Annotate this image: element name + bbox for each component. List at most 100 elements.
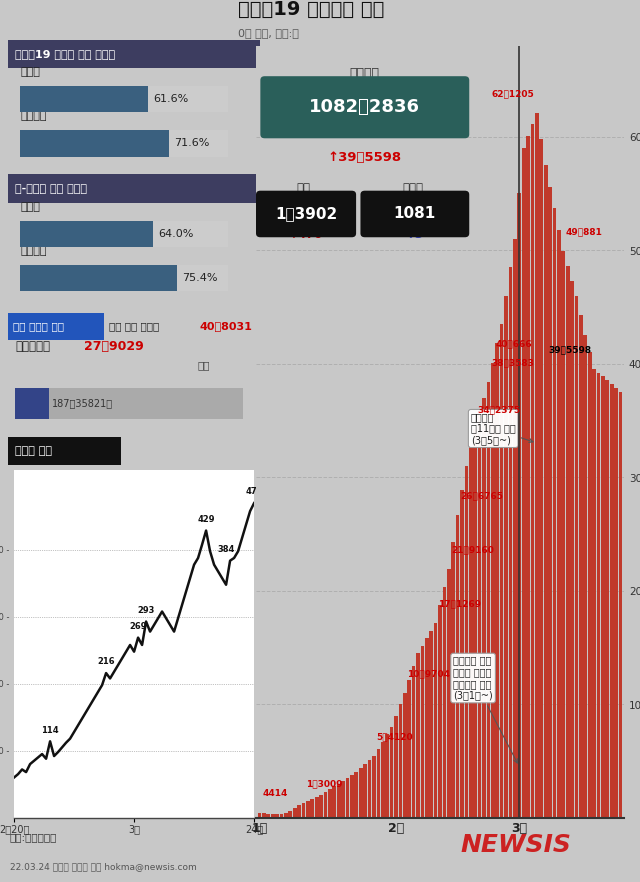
Text: 방역패스 중단
확진자 동거인
수동감시 전환
(3월1일~): 방역패스 중단 확진자 동거인 수동감시 전환 (3월1일~) — [453, 655, 517, 763]
Bar — [517, 193, 521, 818]
Bar — [341, 781, 345, 818]
Bar — [548, 187, 552, 818]
Text: 신규 재택 치료자: 신규 재택 치료자 — [109, 321, 159, 332]
Text: 10만9704: 10만9704 — [408, 669, 451, 678]
Bar — [266, 813, 270, 818]
Bar — [477, 414, 481, 818]
Text: 4414: 4414 — [262, 789, 287, 798]
Bar — [469, 447, 473, 818]
Text: 40만8031: 40만8031 — [200, 321, 253, 332]
FancyBboxPatch shape — [20, 86, 148, 113]
Text: 사망자 추이: 사망자 추이 — [15, 446, 52, 456]
Bar — [425, 639, 429, 818]
Bar — [596, 372, 600, 818]
Bar — [368, 760, 371, 818]
FancyBboxPatch shape — [15, 388, 49, 419]
Bar — [566, 266, 570, 818]
Bar — [399, 705, 403, 818]
Bar — [346, 778, 349, 818]
FancyBboxPatch shape — [8, 437, 122, 466]
Bar — [544, 165, 547, 818]
FancyBboxPatch shape — [20, 130, 169, 157]
FancyBboxPatch shape — [8, 175, 260, 203]
Bar — [500, 324, 504, 818]
Bar — [526, 136, 530, 818]
Text: 470: 470 — [245, 488, 263, 497]
Bar — [350, 775, 354, 818]
Text: 114: 114 — [41, 726, 59, 735]
FancyBboxPatch shape — [260, 76, 469, 138]
Bar — [552, 208, 556, 818]
Bar — [328, 789, 332, 818]
Text: 71.6%: 71.6% — [174, 138, 209, 148]
Text: 22.03.24 안지혜 그래픽 기자 hokma@newsis.com: 22.03.24 안지혜 그래픽 기자 hokma@newsis.com — [10, 863, 196, 871]
Bar — [522, 148, 525, 818]
Bar — [460, 490, 464, 818]
Bar — [491, 363, 495, 818]
Text: 64.0%: 64.0% — [158, 228, 193, 239]
FancyBboxPatch shape — [20, 86, 228, 113]
Bar — [447, 569, 451, 818]
Text: 216: 216 — [97, 657, 115, 667]
Text: ↑470: ↑470 — [289, 228, 323, 241]
Bar — [319, 795, 323, 818]
Text: 준-중환자 병상 가동률: 준-중환자 병상 가동률 — [15, 183, 87, 193]
Bar — [337, 783, 340, 818]
Text: 38만3583: 38만3583 — [491, 358, 534, 368]
Bar — [359, 768, 363, 818]
FancyBboxPatch shape — [15, 388, 243, 419]
Bar — [403, 693, 406, 818]
FancyBboxPatch shape — [20, 265, 177, 291]
FancyBboxPatch shape — [360, 191, 469, 237]
Text: 비수도권: 비수도권 — [20, 111, 47, 122]
Bar — [297, 805, 301, 818]
Bar — [310, 799, 314, 818]
Text: 384: 384 — [218, 545, 235, 554]
Text: 187만35821명: 187만35821명 — [52, 399, 113, 408]
Bar — [531, 124, 534, 818]
Bar — [605, 380, 609, 818]
Bar — [579, 316, 583, 818]
Bar — [535, 113, 539, 818]
Text: 75.4%: 75.4% — [182, 273, 217, 283]
Text: 293: 293 — [138, 606, 155, 615]
Bar — [262, 813, 266, 818]
Text: 17만1269: 17만1269 — [438, 600, 481, 609]
Text: 사망: 사망 — [297, 183, 311, 195]
Bar — [407, 680, 411, 818]
Bar — [301, 803, 305, 818]
Bar — [284, 813, 288, 818]
Text: 26만6765: 26만6765 — [460, 491, 503, 500]
Bar — [429, 631, 433, 818]
Bar — [557, 230, 561, 818]
Bar — [509, 267, 512, 818]
Text: 1만3902: 1만3902 — [275, 206, 337, 221]
Text: 재택 치료자 현황: 재택 치료자 현황 — [13, 321, 64, 332]
Text: 61.6%: 61.6% — [153, 94, 188, 104]
Bar — [561, 251, 565, 818]
Text: 자료:질병관리청: 자료:질병관리청 — [10, 833, 57, 842]
Bar — [456, 515, 460, 818]
Bar — [584, 335, 587, 818]
Text: ↓3: ↓3 — [406, 228, 424, 241]
Text: 집중관리군: 집중관리군 — [15, 340, 51, 353]
Text: 21만9160: 21만9160 — [451, 545, 494, 554]
Text: 영업시간
밤11시로 연장
(3월5일~): 영업시간 밤11시로 연장 (3월5일~) — [471, 412, 533, 445]
Bar — [592, 369, 596, 818]
Bar — [465, 466, 468, 818]
Bar — [355, 773, 358, 818]
Text: 1만3009: 1만3009 — [306, 779, 342, 789]
Bar — [610, 385, 614, 818]
Text: 5만4120: 5만4120 — [376, 732, 413, 742]
Text: 269: 269 — [129, 622, 147, 631]
Text: 27만9029: 27만9029 — [84, 340, 143, 353]
Bar — [364, 764, 367, 818]
Bar — [434, 624, 438, 818]
FancyBboxPatch shape — [20, 130, 228, 157]
Bar — [474, 429, 477, 818]
FancyBboxPatch shape — [20, 220, 228, 247]
Bar — [588, 352, 591, 818]
Text: 전체: 전체 — [197, 361, 210, 370]
Bar — [289, 811, 292, 818]
Text: 39만5598: 39만5598 — [548, 345, 591, 354]
